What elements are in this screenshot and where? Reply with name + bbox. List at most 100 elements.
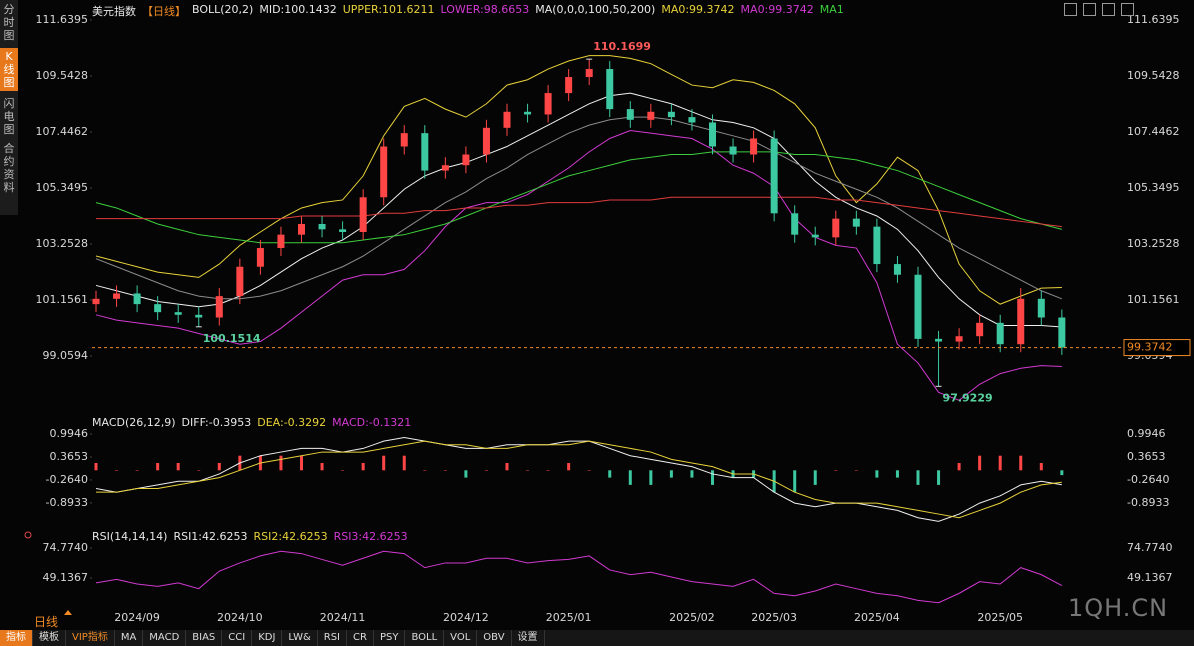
macd-bar xyxy=(217,463,221,471)
candle-body xyxy=(647,111,655,120)
candle-body xyxy=(339,229,347,233)
legend-text: MA1 xyxy=(819,3,844,16)
macd-bar xyxy=(382,455,386,471)
indicator-line xyxy=(95,92,1062,328)
macd-bar xyxy=(937,470,941,485)
candle-body xyxy=(791,213,799,235)
indicator-line xyxy=(96,440,1062,519)
toolbar-button[interactable]: VOL xyxy=(444,630,478,646)
toolbar-button[interactable]: BIAS xyxy=(186,630,223,646)
toolbar-button[interactable]: CR xyxy=(347,630,374,646)
legend-text: 【日线】 xyxy=(142,5,186,18)
macd-bar xyxy=(1019,455,1023,471)
candle-body xyxy=(133,293,141,305)
x-tick-label: 2025/05 xyxy=(977,611,1023,624)
indicator-line xyxy=(95,436,1062,522)
candle-body xyxy=(976,322,984,337)
y-tick-label: 0.9946 xyxy=(1127,427,1166,440)
macd-bar xyxy=(834,470,838,471)
macd-bar xyxy=(197,470,201,471)
candle-body xyxy=(441,165,449,171)
last-price-label: 99.3742 xyxy=(1127,341,1173,354)
indicator-icon xyxy=(24,531,32,539)
extreme-label: 100.1514 xyxy=(203,332,261,345)
icon[interactable] xyxy=(1083,3,1096,16)
y-tick-label: 49.1367 xyxy=(43,571,89,584)
toolbar: 指标 模板 VIP指标 MA MACD BIAS CCI KDJ LW& RSI CR PSY BOLL… xyxy=(0,630,1194,646)
legend-text: MA0:99.3742 xyxy=(740,3,814,16)
window-icons xyxy=(1064,3,1134,16)
toolbar-button[interactable]: KDJ xyxy=(252,630,283,646)
legend-text: MACD(26,12,9) xyxy=(92,416,176,429)
candle-body xyxy=(462,154,470,166)
icon[interactable] xyxy=(1102,3,1115,16)
tab[interactable]: 闪电图 xyxy=(3,97,15,136)
macd-bar xyxy=(546,470,550,471)
sidebar: 分时图 K线图 闪电图 合约资料 xyxy=(0,0,18,215)
candle-body xyxy=(421,133,429,171)
macd-bar xyxy=(115,470,119,471)
macd-bar xyxy=(402,455,406,471)
y-tick-label: 105.3495 xyxy=(1127,181,1180,194)
toolbar-button[interactable]: LW& xyxy=(282,630,318,646)
candle-body xyxy=(215,296,223,318)
macd-bar xyxy=(156,463,160,471)
toolbar-button[interactable]: 指标 xyxy=(0,630,33,646)
macd-bar xyxy=(813,470,817,485)
y-tick-label: -0.2640 xyxy=(46,473,88,486)
candle-body xyxy=(750,138,758,155)
period[interactable]: 日线 xyxy=(34,615,59,629)
macd-bar xyxy=(854,470,858,471)
x-tick-label: 2025/03 xyxy=(751,611,797,624)
macd-bar xyxy=(978,455,982,471)
candle-body xyxy=(667,111,675,118)
candle-body xyxy=(585,69,593,78)
tab[interactable]: K线图 xyxy=(0,48,18,91)
tab[interactable]: 合约资料 xyxy=(3,142,15,194)
y-tick-label: 109.5428 xyxy=(1127,69,1180,82)
y-tick-label: 74.7740 xyxy=(43,541,89,554)
candle-body xyxy=(565,77,573,94)
legend-text: RSI(14,14,14) xyxy=(92,530,168,543)
legend-text: BOLL(20,2) xyxy=(192,3,254,16)
macd-bar xyxy=(875,470,879,478)
toolbar-button[interactable]: MACD xyxy=(143,630,187,646)
toolbar-button[interactable]: VIP指标 xyxy=(66,630,115,646)
candle-body xyxy=(709,122,716,147)
toolbar-button[interactable]: OBV xyxy=(477,630,512,646)
toolbar-button[interactable]: 设置 xyxy=(512,630,545,646)
toolbar-button[interactable]: RSI xyxy=(318,630,348,646)
candle-body xyxy=(236,266,244,297)
macd-bar xyxy=(628,470,632,485)
candle-body xyxy=(544,93,552,115)
toolbar-button[interactable]: PSY xyxy=(374,630,406,646)
y-tick-label: -0.2640 xyxy=(1127,473,1169,486)
candle-body xyxy=(195,314,203,318)
legend-text: MA(0,0,0,100,50,200) xyxy=(535,3,656,16)
icon[interactable] xyxy=(1064,3,1077,16)
toolbar-button[interactable]: 模板 xyxy=(33,630,66,646)
watermark: 1QH.CN xyxy=(1068,594,1169,622)
candle-body xyxy=(606,69,614,110)
legend-text: DEA:-0.3292 xyxy=(257,416,327,429)
candle-body xyxy=(256,248,264,267)
candle-body xyxy=(996,322,1004,345)
legend-text: RSI3:42.6253 xyxy=(333,530,408,543)
candle-body xyxy=(1058,317,1066,348)
candle-body xyxy=(1017,298,1025,345)
period-arrow[interactable] xyxy=(64,610,72,615)
tab[interactable]: 分时图 xyxy=(3,3,15,42)
y-tick-label: 0.3653 xyxy=(50,450,89,463)
toolbar-button[interactable]: CCI xyxy=(222,630,253,646)
candle-body xyxy=(524,111,532,115)
candle-body xyxy=(626,109,634,120)
toolbar-button[interactable]: BOLL xyxy=(405,630,445,646)
y-tick-label: 111.6395 xyxy=(1127,13,1180,26)
macd-bar xyxy=(94,463,98,471)
macd-bar xyxy=(895,470,899,478)
indicator-line xyxy=(96,196,1062,228)
toolbar-button[interactable]: MA xyxy=(115,630,144,646)
icon[interactable] xyxy=(1121,3,1134,16)
x-tick-label: 2025/02 xyxy=(669,611,715,624)
